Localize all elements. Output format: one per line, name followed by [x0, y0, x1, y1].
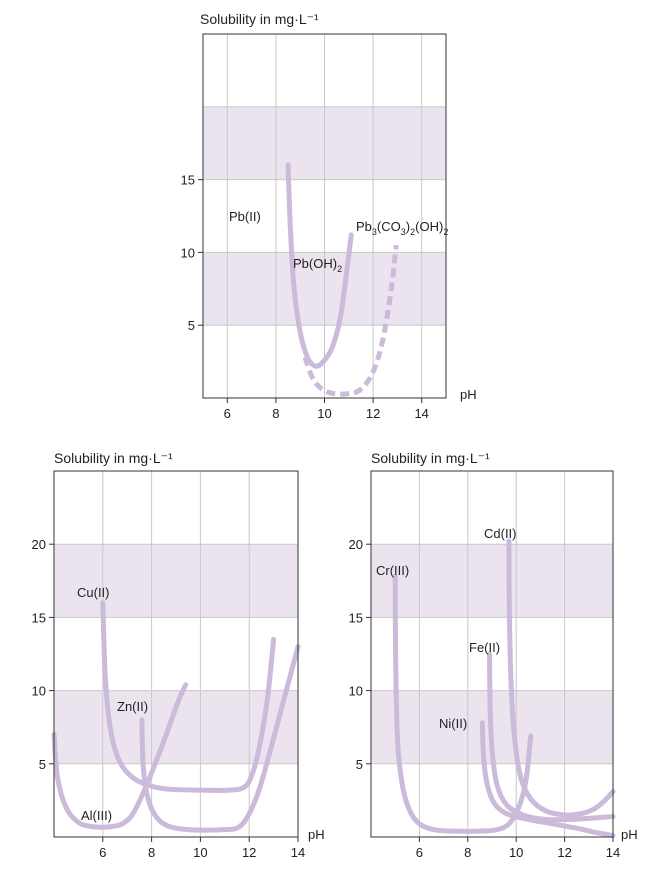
label-zn-ii: Zn(II)	[117, 699, 148, 714]
y-tick-label-15: 15	[181, 173, 195, 188]
chart-title: Solubility in mg·L⁻¹	[200, 11, 319, 27]
x-tick-label-8: 8	[464, 845, 471, 860]
axis-ticks: 6 8 10 12 14 5 10 15 20	[32, 537, 306, 860]
curves	[285, 162, 399, 397]
y-tick-label-5: 5	[39, 757, 46, 772]
x-axis-label: pH	[460, 387, 477, 402]
label-pbc-s3: 2	[410, 227, 415, 237]
x-tick-label-12: 12	[557, 845, 571, 860]
label-cd-ii: Cd(II)	[484, 526, 517, 541]
y-tick-label-20: 20	[349, 537, 363, 552]
shaded-bands	[371, 544, 613, 764]
x-tick-label-10: 10	[193, 845, 207, 860]
label-pb3-co3-2-oh2: Pb3(CO3)2(OH)2	[356, 219, 448, 237]
y-tick-label-10: 10	[32, 684, 46, 699]
label-pbc-a: Pb	[356, 219, 372, 234]
label-pb-oh2: Pb(OH)2	[293, 256, 342, 274]
curve-cu-ii	[100, 600, 277, 793]
label-ni-ii: Ni(II)	[439, 716, 467, 731]
curve-pb3-co3-2-oh-2	[302, 244, 399, 397]
x-tick-label-6: 6	[416, 845, 423, 860]
label-pb-oh2-sub: 2	[337, 264, 342, 274]
y-tick-label-5: 5	[356, 757, 363, 772]
x-tick-label-8: 8	[148, 845, 155, 860]
x-tick-label-12: 12	[242, 845, 256, 860]
x-tick-label-8: 8	[272, 406, 279, 421]
shaded-band-1	[54, 544, 298, 618]
label-cu-ii: Cu(II)	[77, 585, 110, 600]
label-pbc-c: )	[406, 219, 410, 234]
gridlines	[203, 34, 446, 398]
curve-cd-ii	[506, 538, 616, 818]
chart-title: Solubility in mg·L⁻¹	[371, 450, 490, 466]
x-tick-label-6: 6	[224, 406, 231, 421]
y-tick-label-20: 20	[32, 537, 46, 552]
x-tick-label-14: 14	[291, 845, 305, 860]
curve-ni-ii	[479, 720, 616, 839]
y-tick-label-10: 10	[349, 684, 363, 699]
y-tick-label-10: 10	[181, 245, 195, 260]
label-pbc-b: (CO	[377, 219, 401, 234]
label-pbc-s4: 2	[443, 227, 448, 237]
curve-al-iii	[51, 682, 189, 830]
curves	[51, 600, 301, 833]
curve-zn-ii	[139, 644, 301, 833]
x-tick-label-12: 12	[366, 406, 380, 421]
label-al-iii: Al(III)	[81, 808, 112, 823]
label-pbc-d: (OH)	[415, 219, 443, 234]
chart-lead-solubility: Solubility in mg·L⁻¹ 6 8 10 12 14 5 10 15 pH Pb…	[181, 11, 477, 421]
axis-ticks: 6 8 10 12 14 5 10 15 20	[349, 537, 621, 860]
x-tick-label-14: 14	[414, 406, 428, 421]
plot-frame	[53, 470, 299, 838]
x-axis-label: pH	[308, 827, 325, 842]
plot-frame	[370, 470, 614, 838]
x-tick-label-10: 10	[509, 845, 523, 860]
axis-ticks: 6 8 10 12 14 5 10 15	[181, 173, 429, 421]
shaded-band-1	[371, 544, 613, 618]
label-pb-oh2-main: Pb(OH)	[293, 256, 337, 271]
chart-title: Solubility in mg·L⁻¹	[54, 450, 173, 466]
label-pb-ii: Pb(II)	[229, 209, 261, 224]
x-axis-label: pH	[621, 827, 638, 842]
label-pbc-s1: 3	[372, 227, 377, 237]
label-fe-ii: Fe(II)	[469, 640, 500, 655]
y-tick-label-15: 15	[349, 610, 363, 625]
x-tick-label-10: 10	[317, 406, 331, 421]
y-tick-label-15: 15	[32, 610, 46, 625]
curve-pb-ii	[285, 162, 354, 369]
curves	[392, 538, 616, 839]
x-tick-label-6: 6	[99, 845, 106, 860]
label-pbc-s2: 3	[401, 227, 406, 237]
y-tick-label-5: 5	[188, 318, 195, 333]
label-cr-iii: Cr(III)	[376, 563, 409, 578]
x-tick-label-14: 14	[606, 845, 620, 860]
curve-fe-ii	[487, 651, 616, 823]
